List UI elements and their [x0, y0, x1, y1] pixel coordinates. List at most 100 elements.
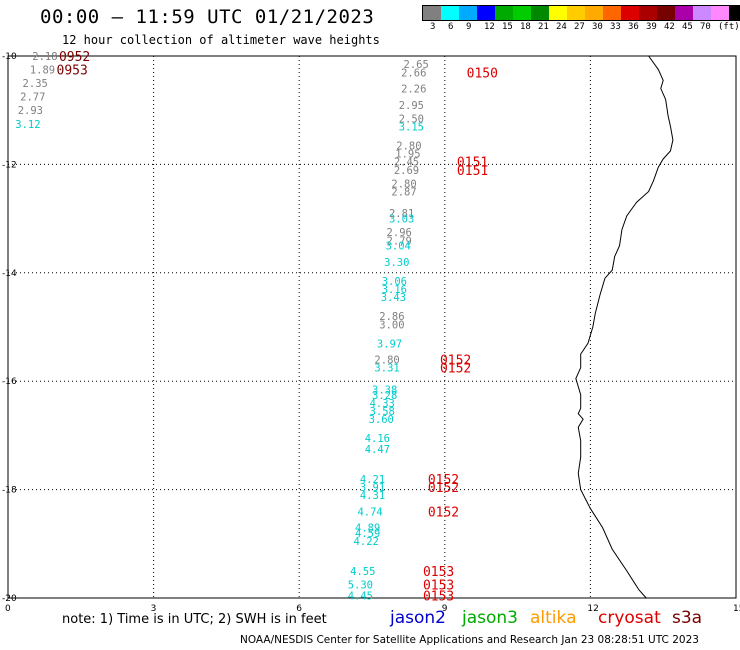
wave-height-label: 2.79: [387, 235, 412, 247]
wave-height-label: 3.31: [374, 363, 399, 375]
wave-height-label: 2.86: [379, 311, 404, 323]
wave-height-label: 3.58: [370, 406, 395, 418]
wave-height-label: 3.91: [360, 482, 385, 494]
wave-height-label: 2.93: [18, 105, 43, 117]
legend-label: 21: [538, 22, 549, 32]
wave-height-label: 3.30: [384, 257, 409, 269]
wave-height-label: 3.38: [372, 384, 397, 396]
page-subtitle: 12 hour collection of altimeter wave hei…: [62, 33, 380, 47]
wave-height-label: 4.55: [350, 566, 375, 578]
wave-height-label: 2.35: [23, 78, 48, 90]
page-title: 00:00 — 11:59 UTC 01/21/2023: [40, 6, 375, 28]
legend-swatch: [513, 6, 531, 20]
legend-label: 24: [556, 22, 567, 32]
legend-label: 70: [700, 22, 711, 32]
wave-height-label: 2.50: [399, 113, 424, 125]
wave-height-label: 2.26: [401, 84, 426, 96]
wave-height-label: 4.31: [360, 490, 385, 502]
wave-height-label: 5.30: [348, 579, 373, 591]
color-legend: [422, 5, 740, 21]
legend-swatch: [549, 6, 567, 20]
wave-height-label: 2.95: [399, 100, 424, 112]
y-tick-label: -10: [2, 52, 17, 62]
legend-swatch: [477, 6, 495, 20]
legend-label: 30: [592, 22, 603, 32]
wave-height-label: 4.21: [360, 474, 385, 486]
legend-label: 27: [574, 22, 585, 32]
wave-height-label: 2.77: [20, 92, 45, 104]
wave-height-label: 4.59: [355, 528, 380, 540]
wave-height-label: 3.06: [382, 276, 407, 288]
pass-time-label: 0153: [423, 565, 454, 580]
note-text: note: 1) Time is in UTC; 2) SWH is in fe…: [62, 612, 327, 627]
wave-height-label: 2.18: [32, 51, 57, 63]
legend-swatch: [495, 6, 513, 20]
pass-time-label: 0151: [457, 156, 488, 171]
legend-label: 45: [682, 22, 693, 32]
y-tick-label: -14: [2, 269, 17, 279]
wave-height-label: 3.97: [377, 338, 402, 350]
coastline: [575, 55, 674, 599]
wave-height-label: 4.33: [370, 398, 395, 410]
legend-swatch: [459, 6, 477, 20]
pass-time-label: 0152: [440, 354, 471, 369]
wave-height-label: 2.66: [401, 67, 426, 79]
wave-height-label: 1.89: [30, 65, 55, 77]
x-tick-label: 9: [442, 604, 448, 614]
wave-height-label: 2.80: [374, 355, 399, 367]
legend-label: (ft): [718, 22, 740, 32]
wave-height-label: 2.96: [387, 227, 412, 239]
wave-height-label: 3.16: [382, 284, 407, 296]
legend-label: 36: [628, 22, 639, 32]
legend-label: 6: [448, 22, 454, 32]
wave-height-label: 2.65: [404, 59, 429, 71]
legend-label: 18: [520, 22, 531, 32]
wave-height-label: 3.43: [381, 292, 406, 304]
pass-time-label: 0152: [440, 362, 471, 377]
pass-time-label: 0152: [428, 473, 459, 488]
pass-time-label: 0150: [467, 66, 498, 81]
legend-swatch: [639, 6, 657, 20]
y-tick-label: -18: [2, 486, 17, 496]
wave-height-label: 2.80: [396, 140, 421, 152]
map-frame: [7, 55, 737, 599]
wave-height-label: 2.45: [394, 157, 419, 169]
pass-time-label: 0953: [57, 64, 88, 79]
pass-time-label: 0952: [59, 50, 90, 65]
legend-swatch: [603, 6, 621, 20]
wave-height-label: 3.60: [369, 414, 394, 426]
legend-label: 39: [646, 22, 657, 32]
x-tick-label: 12: [587, 604, 598, 614]
satellite-label: altika: [530, 608, 577, 628]
wave-height-label: 3.04: [386, 241, 411, 253]
wave-height-label: 2.87: [391, 187, 416, 199]
pass-time-label: 0151: [457, 164, 488, 179]
satellite-label: jason2: [390, 608, 446, 628]
pass-time-label: 0152: [428, 505, 459, 520]
wave-height-label: 3.00: [379, 319, 404, 331]
x-tick-label: 15: [733, 604, 740, 614]
wave-height-label: 4.89: [355, 523, 380, 535]
legend-swatch: [567, 6, 585, 20]
wave-height-label: 4.74: [357, 506, 382, 518]
wave-height-label: 3.12: [15, 119, 40, 131]
legend-swatch: [711, 6, 729, 20]
x-tick-label: 0: [5, 604, 11, 614]
satellite-label: jason3: [462, 608, 518, 628]
wave-height-label: 3.03: [389, 214, 414, 226]
wave-height-label: 2.69: [394, 165, 419, 177]
pass-time-label: 0153: [423, 589, 454, 604]
wave-height-label: 4.47: [365, 444, 390, 456]
legend-swatch: [621, 6, 639, 20]
legend-label: 12: [484, 22, 495, 32]
wave-height-label: 4.45: [348, 590, 373, 602]
x-tick-label: 3: [151, 604, 157, 614]
legend-swatch: [423, 6, 441, 20]
y-tick-label: -20: [2, 594, 17, 604]
wave-height-label: 4.22: [354, 536, 379, 548]
y-tick-label: -16: [2, 377, 17, 387]
pass-time-label: 0152: [428, 481, 459, 496]
legend-label: 42: [664, 22, 675, 32]
wave-height-label: 1.95: [395, 149, 420, 161]
wave-height-label: 2.80: [391, 178, 416, 190]
